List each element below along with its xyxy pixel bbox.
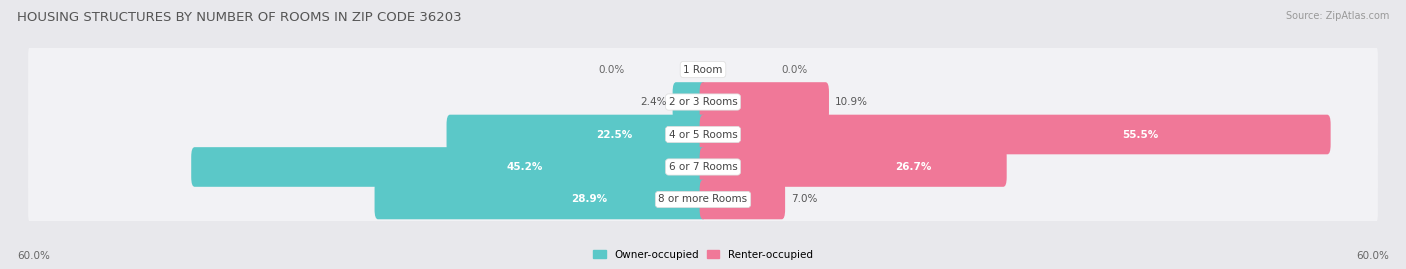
FancyBboxPatch shape <box>700 115 1330 154</box>
Text: 8 or more Rooms: 8 or more Rooms <box>658 194 748 204</box>
FancyBboxPatch shape <box>28 111 1378 158</box>
Text: 6 or 7 Rooms: 6 or 7 Rooms <box>669 162 737 172</box>
Text: 26.7%: 26.7% <box>896 162 931 172</box>
FancyBboxPatch shape <box>447 115 706 154</box>
FancyBboxPatch shape <box>28 45 1378 94</box>
FancyBboxPatch shape <box>374 180 706 219</box>
Text: 4 or 5 Rooms: 4 or 5 Rooms <box>669 129 737 140</box>
Text: HOUSING STRUCTURES BY NUMBER OF ROOMS IN ZIP CODE 36203: HOUSING STRUCTURES BY NUMBER OF ROOMS IN… <box>17 11 461 24</box>
FancyBboxPatch shape <box>28 175 1378 224</box>
Text: 0.0%: 0.0% <box>782 65 808 75</box>
FancyBboxPatch shape <box>700 82 830 122</box>
Text: Source: ZipAtlas.com: Source: ZipAtlas.com <box>1285 11 1389 21</box>
Text: 0.0%: 0.0% <box>598 65 624 75</box>
Text: 2 or 3 Rooms: 2 or 3 Rooms <box>669 97 737 107</box>
Legend: Owner-occupied, Renter-occupied: Owner-occupied, Renter-occupied <box>589 245 817 264</box>
Text: 1 Room: 1 Room <box>683 65 723 75</box>
FancyBboxPatch shape <box>191 147 706 187</box>
Text: 10.9%: 10.9% <box>835 97 868 107</box>
Text: 60.0%: 60.0% <box>17 251 49 261</box>
Text: 22.5%: 22.5% <box>596 129 633 140</box>
Text: 28.9%: 28.9% <box>571 194 607 204</box>
Text: 60.0%: 60.0% <box>1357 251 1389 261</box>
FancyBboxPatch shape <box>28 78 1378 126</box>
FancyBboxPatch shape <box>700 180 785 219</box>
Text: 55.5%: 55.5% <box>1122 129 1159 140</box>
Text: 7.0%: 7.0% <box>790 194 817 204</box>
Text: 2.4%: 2.4% <box>641 97 666 107</box>
FancyBboxPatch shape <box>700 147 1007 187</box>
Text: 45.2%: 45.2% <box>508 162 543 172</box>
FancyBboxPatch shape <box>28 143 1378 191</box>
FancyBboxPatch shape <box>672 82 706 122</box>
